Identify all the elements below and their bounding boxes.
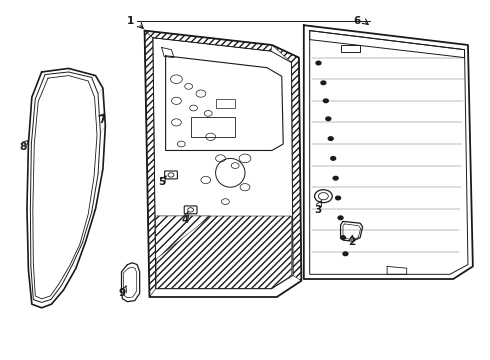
Polygon shape — [156, 216, 211, 259]
Circle shape — [343, 252, 348, 256]
Circle shape — [338, 216, 343, 220]
Circle shape — [331, 157, 336, 160]
Circle shape — [328, 137, 333, 140]
Bar — [216, 99, 235, 108]
Text: 9: 9 — [119, 288, 126, 298]
Text: 7: 7 — [98, 114, 106, 125]
Polygon shape — [145, 31, 156, 297]
Bar — [191, 117, 235, 137]
Circle shape — [336, 196, 341, 200]
Circle shape — [326, 117, 331, 121]
Circle shape — [321, 81, 326, 85]
Circle shape — [316, 61, 321, 65]
Circle shape — [341, 236, 345, 239]
Polygon shape — [145, 31, 272, 51]
Polygon shape — [272, 45, 301, 281]
Text: 8: 8 — [19, 142, 26, 152]
Bar — [341, 45, 360, 52]
Text: 6: 6 — [353, 15, 360, 26]
Text: 3: 3 — [314, 204, 321, 215]
Text: 2: 2 — [348, 237, 355, 247]
Text: 4: 4 — [181, 215, 189, 225]
Circle shape — [323, 99, 328, 103]
Text: 5: 5 — [158, 177, 165, 187]
Text: 1: 1 — [127, 15, 134, 26]
Polygon shape — [156, 216, 292, 289]
Circle shape — [333, 176, 338, 180]
